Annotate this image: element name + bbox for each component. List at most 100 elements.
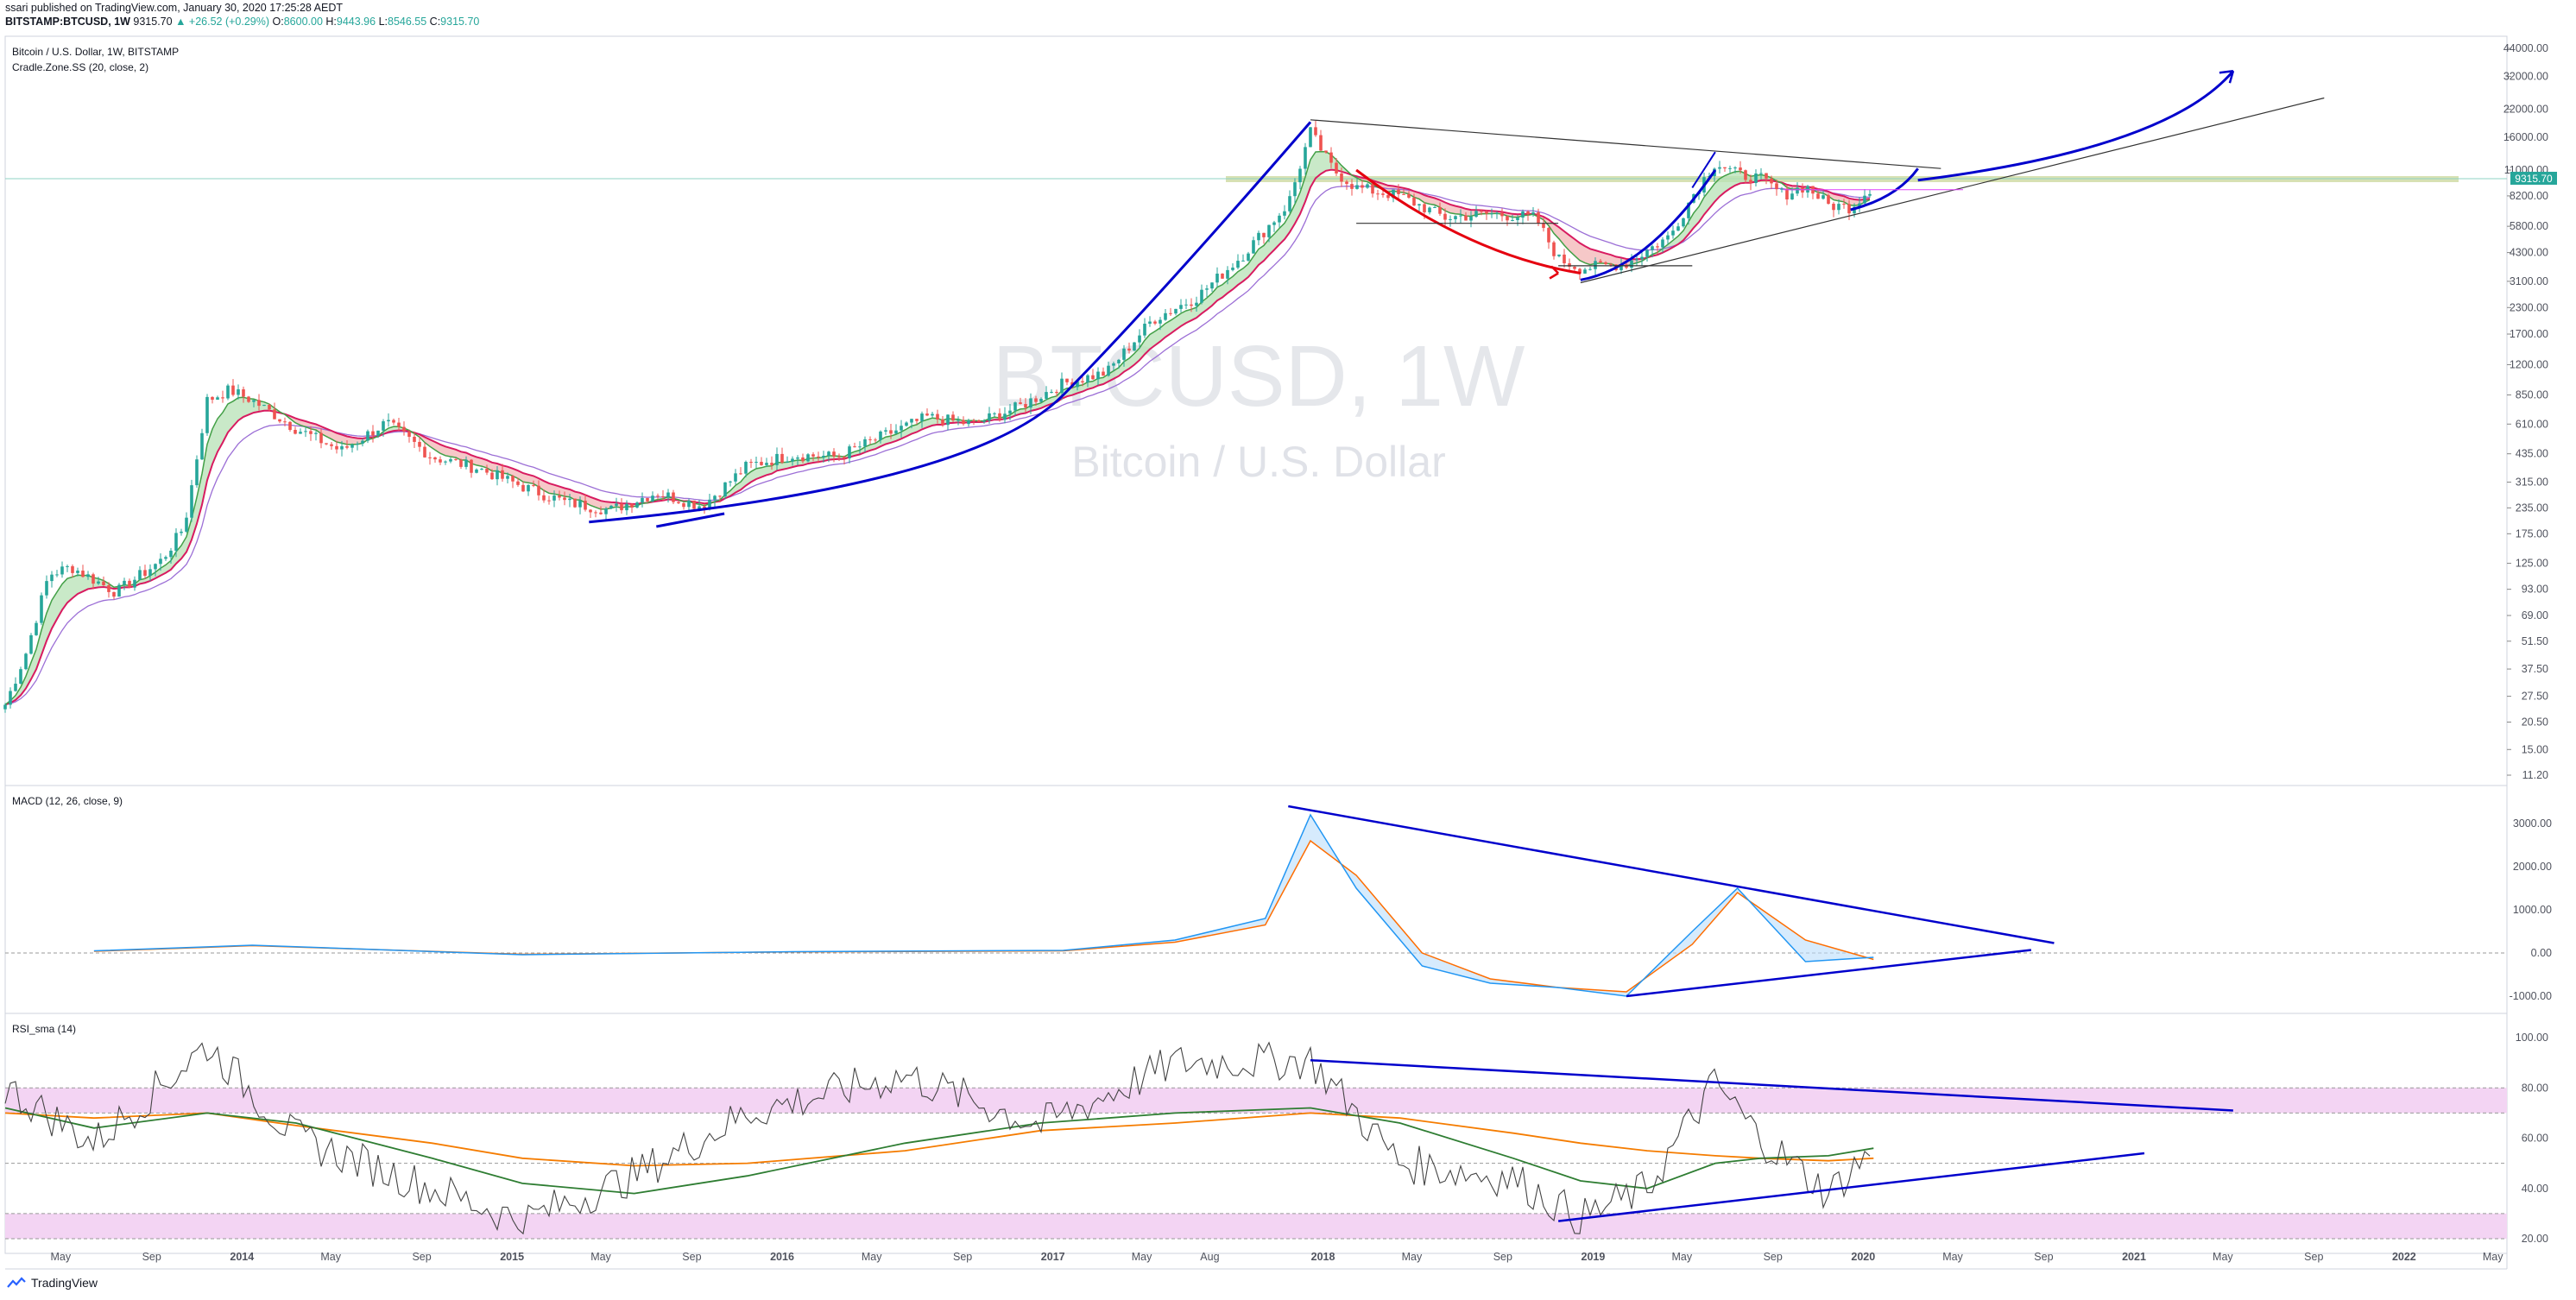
candle-body: [1335, 162, 1338, 174]
price-tick-label: 1700.00: [2510, 328, 2548, 340]
candle-body: [1205, 288, 1209, 290]
candle-body: [1096, 371, 1100, 380]
candle-body: [143, 570, 147, 576]
main-pane-indicator: Cradle.Zone.SS (20, close, 2): [12, 61, 148, 73]
candle-body: [635, 502, 639, 508]
candle-body: [288, 421, 292, 430]
watermark-symbol: BTCUSD, 1W: [993, 328, 1525, 425]
rsi-line: [4, 1041, 1871, 1235]
candle-body: [1552, 242, 1556, 256]
candle-body: [1832, 204, 1835, 211]
time-axis[interactable]: May Sep 2014 May Sep 2015 May Sep 2016 May Sep 2017…: [50, 1251, 2503, 1263]
ema-cloud-segment: [782, 462, 787, 470]
macd-tick-label: 0.00: [2531, 947, 2552, 959]
candle-body: [123, 580, 126, 585]
candle-body: [1500, 212, 1504, 217]
ema-cloud-segment: [912, 424, 917, 434]
candle-body: [573, 498, 577, 508]
candle-body: [459, 459, 463, 467]
ema-cloud-segment: [83, 575, 88, 592]
ema-cloud-segment: [508, 466, 513, 476]
ohlc-high: 9443.96: [336, 16, 376, 28]
candle-body: [687, 500, 691, 508]
macd-axis[interactable]: 3000.00 2000.00 1000.00 0.00 -1000.00: [2510, 817, 2552, 1002]
candle-body: [480, 469, 483, 470]
candle-body: [1542, 224, 1545, 229]
price-tick-label: 4300.00: [2510, 247, 2548, 259]
ema-cloud-segment: [1554, 224, 1559, 239]
candle-body: [1868, 193, 1872, 196]
ema-cloud-segment: [1300, 176, 1305, 214]
tradingview-logo-icon: [7, 1277, 26, 1288]
candle-body: [863, 439, 867, 447]
candle-body: [268, 404, 271, 410]
candle-body: [1423, 204, 1426, 212]
candle-body: [1656, 246, 1659, 248]
candle-body: [1039, 399, 1043, 402]
macd-tick-label: 2000.00: [2513, 861, 2552, 873]
ema-cloud-segment: [1186, 309, 1191, 324]
ema-cloud-segment: [601, 501, 606, 509]
pane-frames: [4, 35, 2508, 1270]
ema-cloud-segment: [1601, 251, 1606, 264]
price-tick-label: 850.00: [2516, 389, 2548, 401]
price-tick-label: 93.00: [2522, 584, 2548, 596]
candle-body: [754, 462, 758, 464]
macd-histogram-fill: [93, 815, 1874, 996]
candle-body: [464, 459, 468, 467]
time-tick-label: 2020: [1851, 1251, 1875, 1263]
candle-body: [40, 595, 43, 623]
ema-cloud-segment: [922, 420, 927, 430]
candle-body: [1537, 212, 1540, 224]
candle-body: [1112, 363, 1115, 366]
candle-body: [1371, 184, 1374, 194]
candle-body: [1842, 204, 1846, 205]
candle-body: [454, 458, 458, 460]
candle-body: [273, 409, 276, 420]
candle-body: [931, 413, 934, 416]
candle-body: [299, 432, 302, 434]
candle-body: [1381, 193, 1385, 195]
candle-body: [1034, 398, 1038, 402]
candle-body: [66, 565, 69, 567]
candle-body: [221, 397, 224, 399]
candle-body: [60, 566, 64, 575]
ema-cloud-segment: [1269, 234, 1274, 256]
candle-body: [1640, 256, 1644, 260]
candle-body: [1231, 268, 1234, 270]
candle-body: [900, 426, 903, 431]
candle-body: [646, 497, 649, 502]
small-curve-2020: [1850, 167, 1919, 211]
candle-body: [1221, 273, 1224, 279]
candle-body: [889, 430, 893, 434]
candle-body: [1790, 193, 1794, 200]
ema-cloud-segment: [1274, 228, 1279, 250]
candle-body: [641, 497, 644, 503]
ema-cloud-segment: [1606, 253, 1611, 264]
candle-body: [843, 457, 846, 458]
rsi-axis[interactable]: 100.00 80.00 60.00 40.00 20.00: [2516, 1032, 2548, 1245]
rsi-tick-label: 100.00: [2516, 1032, 2548, 1044]
candle-body: [1733, 167, 1737, 169]
candle-body: [257, 400, 261, 407]
candle-body: [625, 503, 628, 511]
candle-body: [1283, 211, 1286, 216]
candle-body: [444, 461, 447, 463]
time-tick-label: May: [2483, 1251, 2503, 1263]
candle-body: [827, 451, 830, 456]
ema-cloud-segment: [751, 468, 756, 483]
ema-cloud-segment: [1730, 171, 1735, 189]
candle-body: [713, 495, 717, 500]
candle-body: [884, 430, 887, 432]
price-tick-label: 37.50: [2522, 663, 2548, 675]
price-tick-label: 22000.00: [2503, 104, 2548, 116]
candle-body: [672, 492, 675, 502]
main-price-axis[interactable]: 44000.0032000.0022000.0016000.0011000.00…: [2503, 42, 2548, 781]
ema-cloud-segment: [1466, 208, 1471, 217]
candle-body: [1676, 226, 1680, 231]
trend-annotations[interactable]: [589, 69, 2325, 528]
candle-body: [14, 684, 17, 691]
time-tick-label: May: [1132, 1251, 1152, 1263]
ema-cloud-segment: [1228, 276, 1233, 293]
